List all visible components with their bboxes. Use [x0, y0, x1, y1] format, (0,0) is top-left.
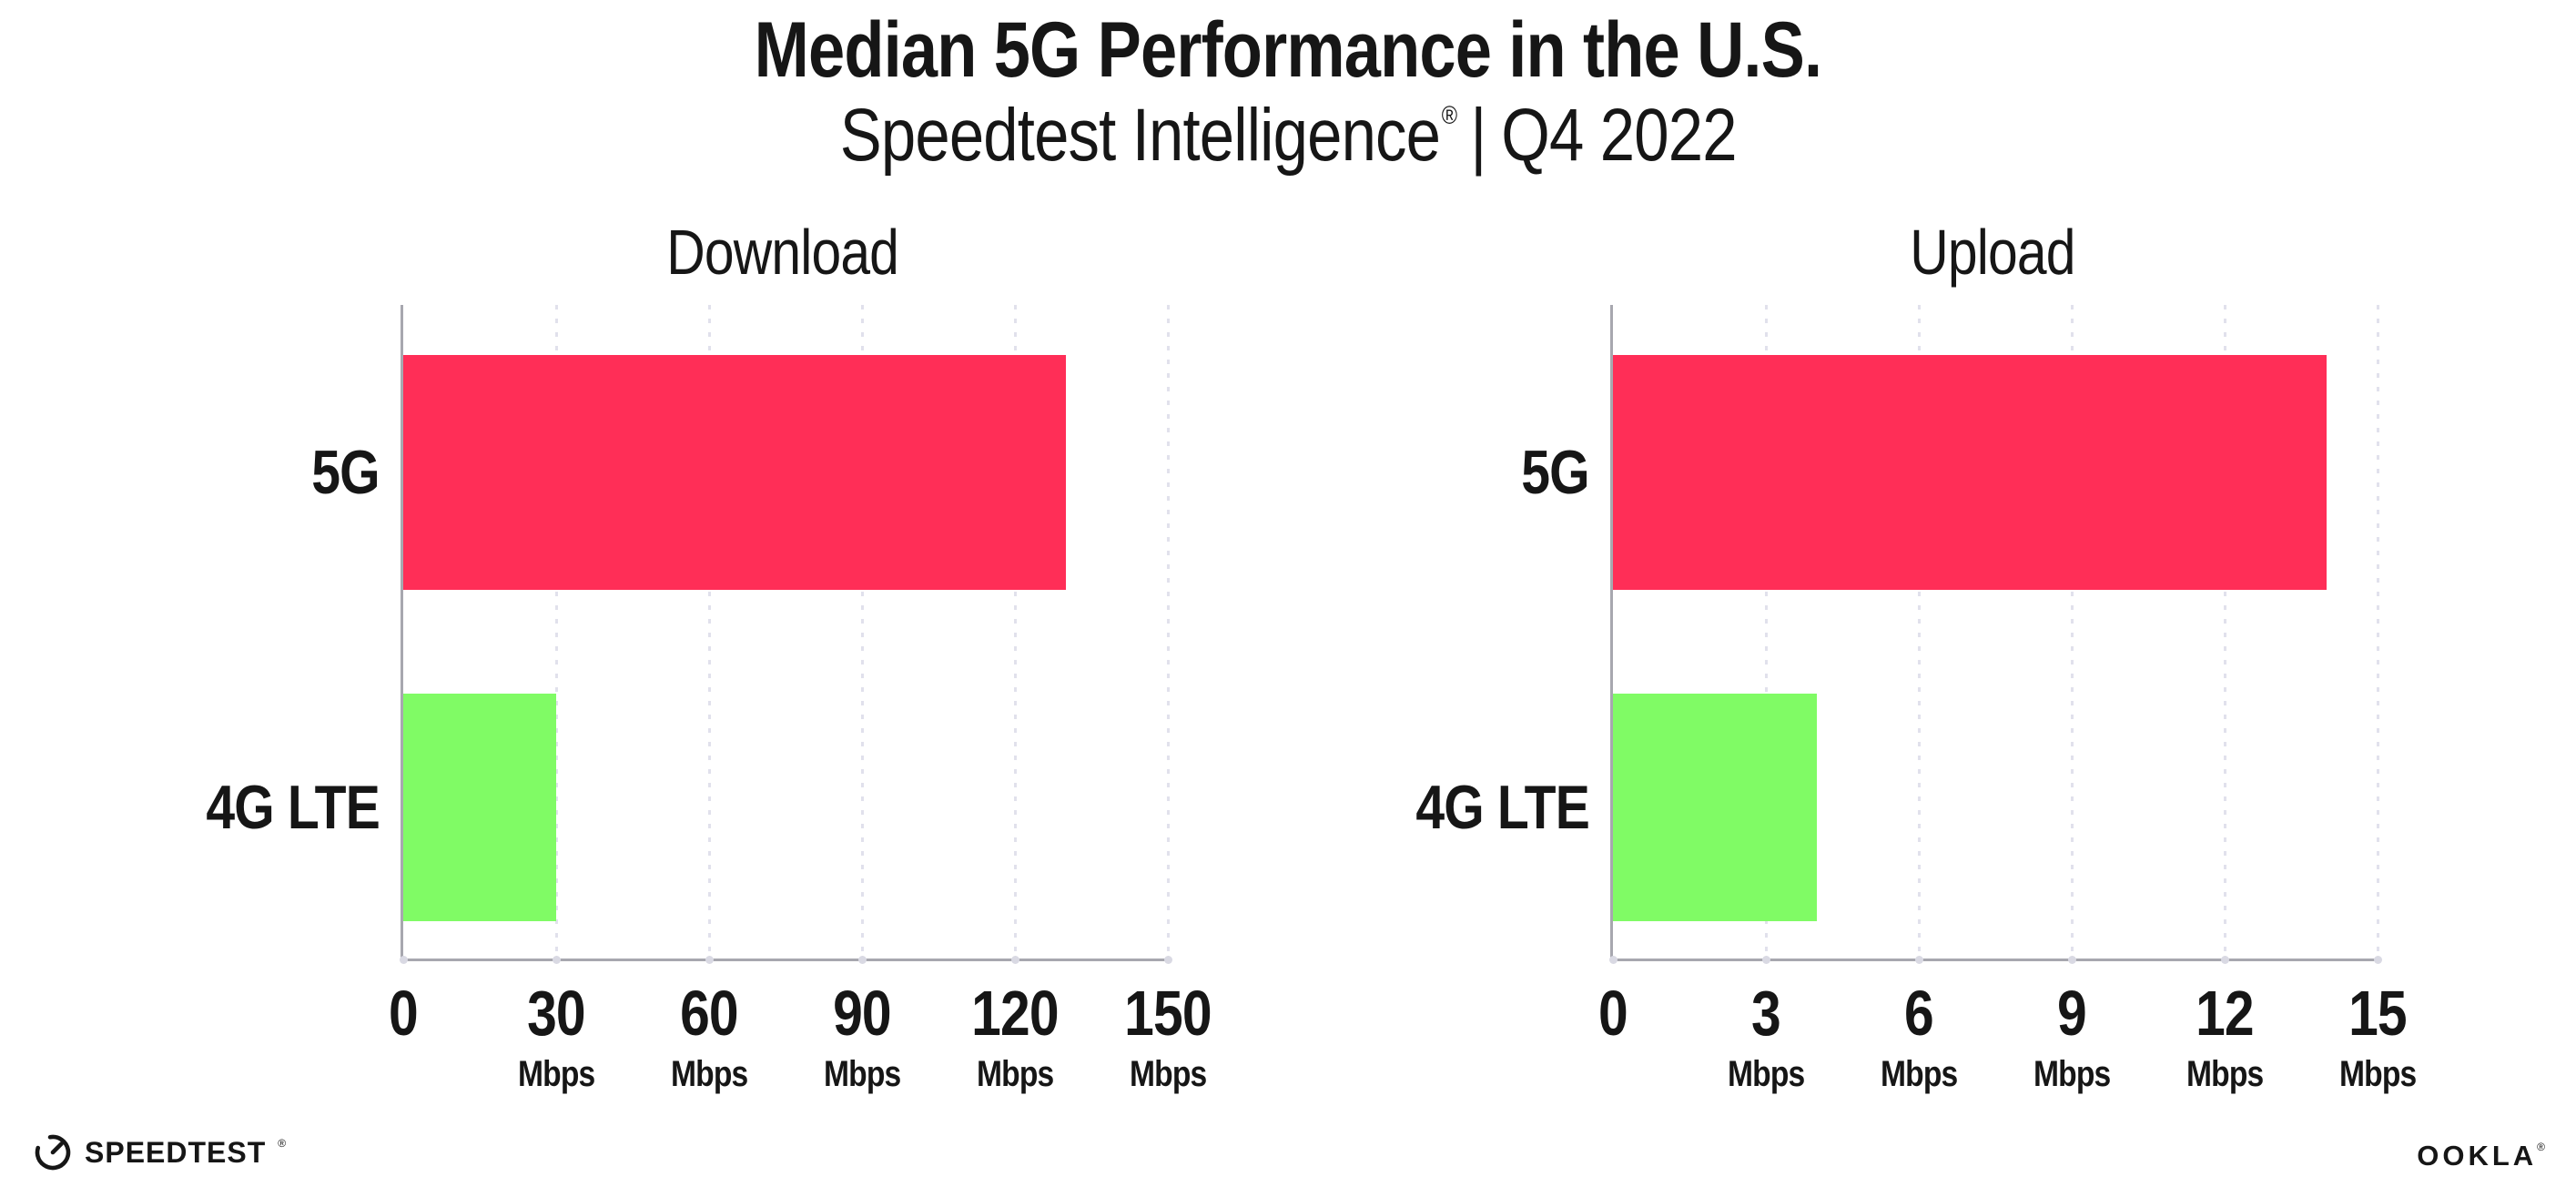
speedtest-logo-text: SPEEDTEST — [85, 1135, 267, 1169]
subtitle-period: Q4 2022 — [1501, 94, 1737, 177]
gridline-90-download — [860, 305, 864, 959]
axis-tick-dot-9-upload — [2067, 956, 2076, 964]
bar-4g-lte-download — [403, 694, 556, 921]
tick-unit-150-download: Mbps — [1129, 1054, 1207, 1094]
tick-unit-30-download: Mbps — [517, 1054, 595, 1094]
axis-tick-dot-120-download — [1010, 956, 1019, 964]
tick-value-120-download: 120 — [971, 978, 1059, 1049]
tick-unit-3-upload: Mbps — [1727, 1054, 1805, 1094]
speedtest-gauge-icon — [35, 1134, 71, 1171]
subtitle-separator: | — [1470, 94, 1486, 177]
axis-tick-dot-6-upload — [1914, 956, 1923, 964]
speedtest-registered-mark: ® — [278, 1137, 287, 1150]
axis-tick-dot-12-upload — [2220, 956, 2229, 964]
bar-5g-download — [403, 355, 1066, 590]
axis-tick-dot-0-download — [399, 956, 408, 964]
ookla-logo: OOKLA ® — [2417, 1140, 2545, 1172]
tick-value-12-upload: 12 — [2196, 978, 2255, 1049]
tick-label-6-upload: 6 Mbps — [1819, 981, 2019, 1092]
row-label-4g-lte-upload: 4G LTE — [1415, 773, 1590, 842]
tick-label-0-download: 0 — [303, 981, 503, 1092]
ookla-registered-mark: ® — [2537, 1141, 2545, 1153]
download-plot-area — [399, 305, 1172, 964]
tick-label-60-download: 60 Mbps — [609, 981, 809, 1092]
tick-label-0-upload: 0 — [1513, 981, 1713, 1092]
tick-label-150-download: 150 Mbps — [1068, 981, 1268, 1092]
bar-4g-lte-upload — [1613, 694, 1817, 921]
bar-5g-upload — [1613, 355, 2327, 590]
gridline-12-upload — [2223, 305, 2226, 959]
tick-label-3-upload: 3 Mbps — [1666, 981, 1866, 1092]
upload-chart-title-text: Upload — [1910, 217, 2075, 288]
axis-tick-dot-150-download — [1163, 956, 1172, 964]
row-label-5g-upload: 5G — [1521, 438, 1589, 507]
gridline-9-upload — [2070, 305, 2074, 959]
gridline-150-download — [1166, 305, 1170, 959]
tick-label-9-upload: 9 Mbps — [1972, 981, 2172, 1092]
tick-unit-15-upload: Mbps — [2338, 1054, 2417, 1094]
axis-tick-dot-30-download — [552, 956, 561, 964]
tick-value-3-upload: 3 — [1751, 978, 1781, 1049]
tick-unit-9-upload: Mbps — [2033, 1054, 2111, 1094]
download-chart-title-text: Download — [666, 217, 900, 288]
tick-label-120-download: 120 Mbps — [915, 981, 1115, 1092]
tick-label-12-upload: 12 Mbps — [2125, 981, 2325, 1092]
tick-value-6-upload: 6 — [1904, 978, 1934, 1049]
gridline-60-download — [707, 305, 711, 959]
ookla-logo-text: OOKLA — [2417, 1140, 2538, 1172]
tick-label-90-download: 90 Mbps — [762, 981, 962, 1092]
axis-tick-dot-3-upload — [1761, 956, 1770, 964]
tick-unit-60-download: Mbps — [670, 1054, 748, 1094]
gridline-120-download — [1013, 305, 1017, 959]
tick-value-60-download: 60 — [680, 978, 739, 1049]
tick-value-15-upload: 15 — [2348, 978, 2408, 1049]
tick-value-150-download: 150 — [1124, 978, 1212, 1049]
page-subtitle: Speedtest Intelligence® | Q4 2022 — [0, 94, 2576, 177]
tick-value-0-download: 0 — [389, 978, 419, 1049]
row-label-5g-download: 5G — [311, 438, 380, 507]
tick-value-30-download: 30 — [527, 978, 586, 1049]
speedtest-logo: SPEEDTEST ® — [33, 1132, 286, 1172]
axis-tick-dot-15-upload — [2373, 956, 2382, 964]
tick-unit-6-upload: Mbps — [1880, 1054, 1958, 1094]
download-chart-title: Download — [401, 220, 1165, 284]
axis-tick-dot-0-upload — [1608, 956, 1618, 964]
gridline-6-upload — [1917, 305, 1921, 959]
subtitle-brand: Speedtest Intelligence — [839, 94, 1441, 177]
tick-unit-12-upload: Mbps — [2186, 1054, 2264, 1094]
axis-tick-dot-90-download — [857, 956, 867, 964]
gridline-30-download — [554, 305, 558, 959]
tick-unit-120-download: Mbps — [976, 1054, 1054, 1094]
gridline-3-upload — [1764, 305, 1768, 959]
tick-label-15-upload: 15 Mbps — [2277, 981, 2478, 1092]
tick-unit-90-download: Mbps — [823, 1054, 901, 1094]
tick-value-9-upload: 9 — [2057, 978, 2087, 1049]
row-label-4g-lte-download: 4G LTE — [206, 773, 380, 842]
axis-tick-dot-60-download — [705, 956, 714, 964]
tick-value-0-upload: 0 — [1598, 978, 1628, 1049]
tick-value-90-download: 90 — [833, 978, 892, 1049]
upload-plot-area — [1608, 305, 2382, 964]
tick-label-30-download: 30 Mbps — [456, 981, 656, 1092]
registered-trademark-symbol: ® — [1441, 101, 1457, 129]
page-title-text: Median 5G Performance in the U.S. — [754, 6, 1822, 94]
upload-chart-title: Upload — [1610, 220, 2375, 284]
page-title: Median 5G Performance in the U.S. — [0, 7, 2576, 94]
gridline-15-upload — [2376, 305, 2379, 959]
